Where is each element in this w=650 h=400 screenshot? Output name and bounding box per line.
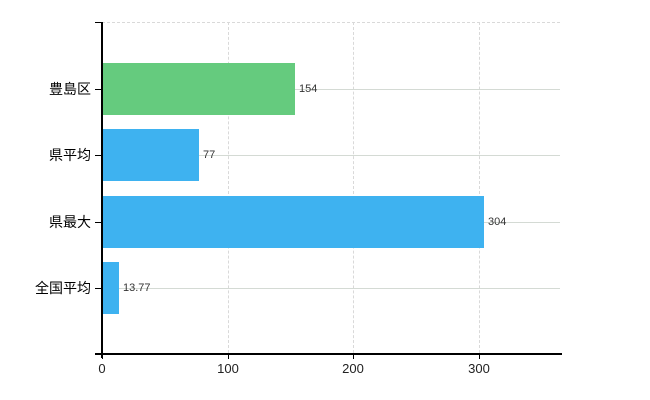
category-tick-national-average (95, 288, 102, 289)
x-gridline-300 (479, 22, 480, 353)
y-axis-top-tick (95, 22, 102, 23)
x-tick-label-200: 200 (342, 361, 364, 376)
x-axis-tick-300 (479, 354, 480, 359)
x-axis-tick-200 (353, 354, 354, 359)
plot-top-gridline (102, 22, 560, 23)
x-axis-tick-100 (228, 354, 229, 359)
category-label-toshima-ku: 豊島区 (49, 81, 91, 97)
value-label-toshima-ku: 154 (299, 83, 318, 95)
x-tick-label-100: 100 (217, 361, 239, 376)
category-label-pref-max: 県最大 (49, 214, 91, 230)
row-gridline-toshima-ku (102, 89, 560, 90)
bar-national-average (102, 262, 119, 314)
row-gridline-national-average (102, 288, 560, 289)
category-tick-pref-average (95, 155, 102, 156)
value-label-pref-max: 304 (488, 216, 507, 228)
value-label-national-average: 13.77 (123, 282, 151, 294)
x-axis-line (95, 353, 562, 355)
row-gridline-pref-average (102, 155, 560, 156)
bar-pref-average (102, 129, 199, 181)
x-gridline-100 (228, 22, 229, 353)
value-label-pref-average: 77 (203, 149, 216, 161)
x-gridline-200 (353, 22, 354, 353)
category-tick-toshima-ku (95, 89, 102, 90)
bar-toshima-ku (102, 63, 295, 115)
x-tick-label-0: 0 (98, 361, 106, 376)
y-axis-line (101, 22, 103, 358)
category-label-national-average: 全国平均 (35, 280, 91, 296)
bar-pref-max (102, 196, 484, 248)
x-tick-label-300: 300 (468, 361, 490, 376)
category-tick-pref-max (95, 222, 102, 223)
category-label-pref-average: 県平均 (49, 147, 91, 163)
